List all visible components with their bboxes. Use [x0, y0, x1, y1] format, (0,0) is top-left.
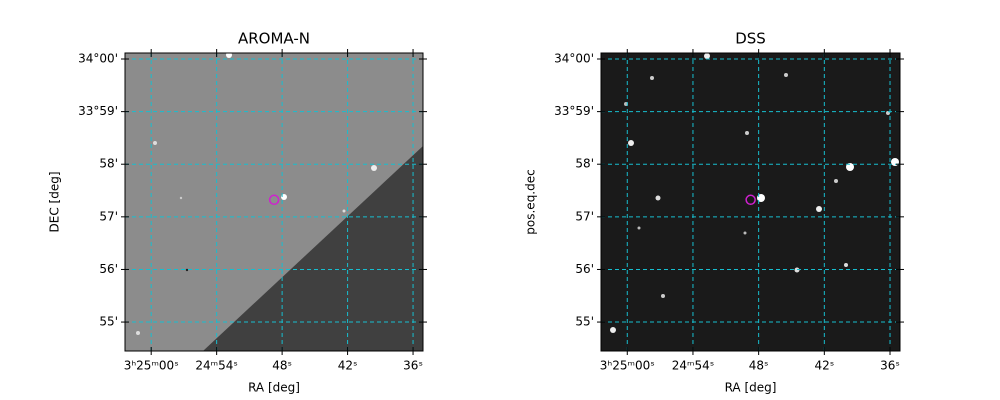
x-tick-label: 3ʰ25ᵐ00ˢ	[124, 359, 179, 373]
x-axis-label: RA [deg]	[725, 381, 777, 395]
x-tick-label: 24ᵐ54ˢ	[195, 359, 238, 373]
chart-title: AROMA-N	[238, 30, 310, 48]
axes-frame	[600, 52, 901, 352]
y-axis-label: DEC [deg]	[48, 172, 62, 233]
x-axis-label: RA [deg]	[248, 381, 300, 395]
chart-title: DSS	[735, 30, 766, 48]
x-tick-label: 42ˢ	[338, 359, 358, 373]
y-tick-label: 58'	[99, 157, 118, 171]
x-tick-label: 42ˢ	[814, 359, 834, 373]
target-marker	[268, 194, 280, 206]
y-tick-label: 56'	[575, 262, 594, 276]
y-tick-label: 55'	[575, 315, 594, 329]
target-marker	[745, 194, 756, 206]
y-tick-label: 34°00'	[78, 51, 118, 65]
y-tick-label: 58'	[575, 157, 594, 171]
y-tick-label: 57'	[575, 209, 594, 223]
y-tick-label: 34°00'	[554, 51, 594, 65]
y-axis-label: pos.eq.dec	[524, 169, 538, 234]
x-tick-label: 36ˢ	[880, 359, 900, 373]
image-aroma	[125, 53, 423, 351]
x-tick-label: 24ᵐ54ˢ	[672, 359, 715, 373]
x-tick-label: 48ˢ	[272, 359, 292, 373]
y-tick-label: 56'	[99, 262, 118, 276]
x-tick-label: 36ˢ	[403, 359, 423, 373]
y-tick-label: 55'	[99, 315, 118, 329]
grid	[125, 53, 423, 351]
grid	[601, 53, 900, 351]
y-tick-label: 57'	[99, 209, 118, 223]
x-tick-label: 48ˢ	[749, 359, 769, 373]
axes-frame	[124, 52, 424, 352]
y-tick-label: 33°59'	[78, 104, 118, 118]
y-tick-label: 33°59'	[554, 104, 594, 118]
x-tick-label: 3ʰ25ᵐ00ˢ	[600, 359, 655, 373]
image-dss	[601, 53, 900, 351]
